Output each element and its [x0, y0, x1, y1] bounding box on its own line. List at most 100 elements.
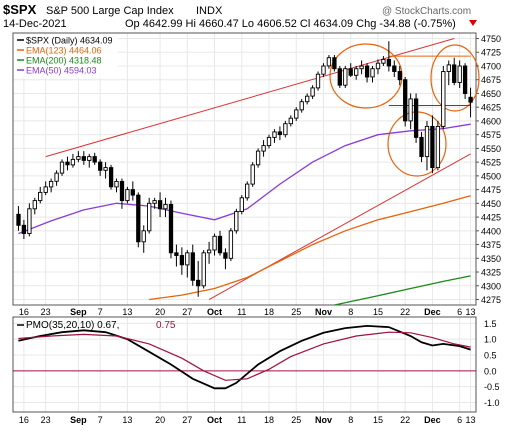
candle — [217, 230, 223, 256]
x-tick-label-bottom: 16 — [19, 415, 29, 425]
candle-body-down — [179, 255, 185, 266]
candle — [468, 87, 473, 118]
candle — [81, 151, 86, 165]
candle — [413, 93, 419, 143]
candle — [430, 115, 435, 174]
legend-label: EMA(123) 4464.06 — [26, 46, 102, 56]
pmo-signal-value: 0.75 — [156, 320, 176, 331]
candle-body-down — [108, 167, 114, 188]
candle-body-up — [424, 125, 430, 158]
legend-label: EMA(50) 4594.03 — [26, 66, 97, 76]
ohlc-readout: Op 4642.99 Hi 4660.47 Lo 4606.52 Cl 4634… — [125, 18, 456, 30]
x-tick-label-bottom: Dec — [424, 415, 441, 425]
pmo-legend: PMO(35,20,10) 0.67, 0.75 — [17, 320, 176, 331]
x-tick-label: 13 — [122, 307, 132, 317]
candle — [332, 54, 337, 72]
candle — [348, 63, 353, 77]
candle-body-up — [435, 125, 441, 169]
candle-body-up — [206, 249, 212, 254]
candle — [223, 248, 228, 270]
x-tick-label-bottom: 20 — [155, 415, 165, 425]
price-tick-label: 4650 — [481, 89, 501, 99]
candle-body-up — [283, 123, 288, 136]
candle — [163, 197, 168, 218]
candle — [76, 151, 81, 163]
candle — [125, 186, 130, 204]
candle — [103, 162, 108, 179]
candle — [206, 241, 212, 264]
candle — [386, 41, 392, 72]
x-tick-label-bottom: 18 — [264, 415, 274, 425]
ema200-line — [334, 275, 471, 306]
candle — [343, 65, 348, 88]
candle — [54, 170, 59, 186]
price-tick-label: 4450 — [481, 199, 501, 209]
down-arrow-icon — [469, 20, 477, 26]
candle-body-down — [157, 200, 163, 210]
exchange-label: INDX — [196, 5, 223, 17]
candle — [87, 153, 92, 168]
price-tick-label: 4500 — [481, 171, 501, 181]
candle-body-up — [38, 191, 43, 202]
candle — [179, 247, 185, 275]
x-tick-label: 8 — [348, 307, 353, 317]
candle-body-up — [408, 98, 413, 122]
x-tick-label: Dec — [424, 307, 441, 317]
x-tick-label: Nov — [315, 307, 332, 317]
legend-label: $SPX (Daily) 4634.09 — [26, 36, 113, 46]
candle — [212, 233, 217, 256]
candle-body-up — [234, 211, 239, 232]
x-tick-label: 27 — [182, 307, 192, 317]
candle-body-down — [392, 65, 397, 72]
candle-body-up — [141, 230, 146, 243]
candle — [392, 60, 397, 77]
candle — [190, 244, 195, 286]
x-tick-label-bottom: 25 — [291, 415, 301, 425]
candle-body-up — [457, 65, 462, 83]
x-tick-label: Oct — [207, 307, 222, 317]
candle-body-down — [468, 96, 473, 103]
pmo-panel-frame — [12, 316, 477, 413]
candle-body-down — [462, 65, 468, 94]
candle — [185, 250, 190, 278]
pmo-line — [18, 324, 471, 390]
candle-body-up — [446, 64, 451, 72]
candle — [245, 181, 250, 201]
candle — [234, 208, 239, 234]
candle-body-down — [168, 203, 174, 254]
candle-body-up — [321, 65, 326, 75]
candle — [59, 159, 65, 176]
candle-body-up — [27, 208, 32, 234]
candle-body-up — [375, 62, 381, 70]
price-panel-frame — [12, 32, 477, 306]
candle-body-up — [54, 172, 59, 182]
price-tick-label: 4400 — [481, 226, 501, 236]
trendline-0 — [45, 38, 455, 158]
x-tick-label-bottom: 22 — [400, 415, 410, 425]
price-panel — [12, 32, 477, 306]
candle-body-up — [266, 136, 272, 147]
candle — [92, 152, 97, 165]
x-tick-label-bottom: 7 — [98, 415, 103, 425]
candle-body-down — [386, 58, 392, 67]
candle — [136, 192, 141, 248]
pmo-signal-line — [18, 331, 471, 381]
candle-body-up — [288, 117, 293, 125]
x-tick-label-bottom: 27 — [182, 415, 192, 425]
x-tick-label-bottom: 13 — [122, 415, 132, 425]
symbol-title: $SPX — [3, 2, 37, 17]
annotation-circle-top — [329, 43, 403, 109]
candle — [288, 115, 293, 127]
candle — [27, 203, 32, 237]
candle — [43, 181, 48, 196]
candle-body-down — [92, 156, 97, 163]
x-tick-label-bottom: 6 — [457, 415, 462, 425]
price-tick-label: 4750 — [481, 34, 501, 44]
price-tick-label: 4525 — [481, 158, 501, 168]
candle-body-up — [315, 73, 321, 89]
candle-body-down — [119, 180, 125, 202]
price-tick-label: 4725 — [481, 48, 501, 58]
candle-body-up — [48, 180, 54, 188]
price-tick-label: 4675 — [481, 75, 501, 85]
